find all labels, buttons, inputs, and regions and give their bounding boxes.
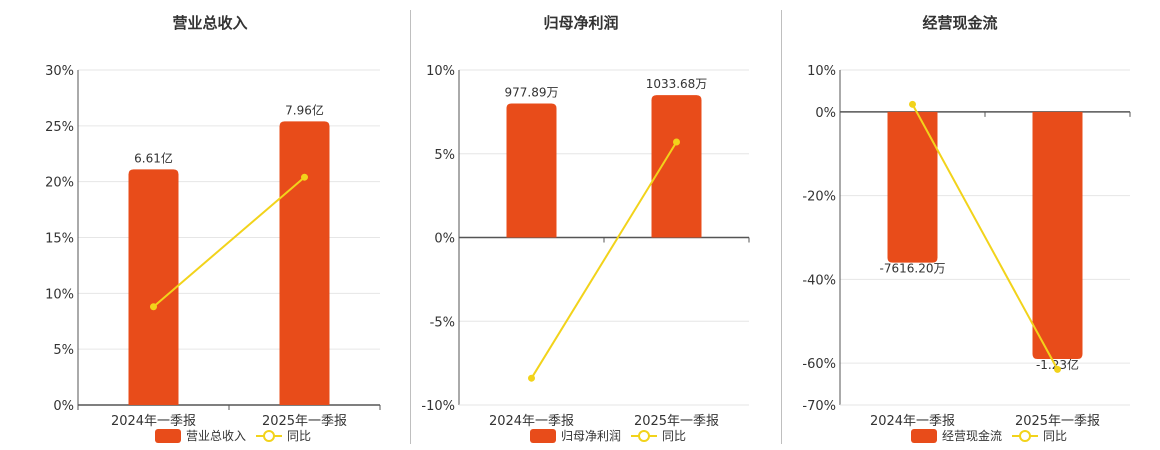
line-series (152, 176, 306, 308)
line-point (528, 374, 535, 382)
y-tick-label: 0% (815, 106, 836, 121)
line-series (530, 141, 678, 379)
legend-swatch-marker (263, 430, 275, 442)
bar-data-label: -1.23亿 (1036, 357, 1079, 372)
y-tick-label: 20% (45, 176, 74, 191)
bar (1032, 111, 1083, 359)
chart-panel-net-profit: 归母净利润 -10% -5% 0% 5% 10% 2024年一季报 2025年一季报 977.8… (411, 0, 781, 450)
y-tick-label: -70% (802, 399, 836, 414)
chart-revenue: 营业总收入 0% 5% 10% 15% 20% 25% 30% 2024年一季报 2025年一季报… (45, 14, 381, 443)
legend-label: 营业总收入 (186, 429, 246, 443)
bar-data-label: -7616.20万 (880, 262, 946, 276)
y-tick-label: 5% (434, 148, 455, 163)
y-tick-label: -40% (802, 273, 836, 288)
legend-swatch-marker (638, 430, 650, 442)
chart-title: 归母净利润 (543, 14, 618, 32)
bar-data-label: 7.96亿 (285, 102, 324, 117)
legend-swatch-bar (530, 429, 556, 443)
panel-divider (410, 10, 411, 444)
bar (887, 111, 938, 263)
bar-data-label: 1033.68万 (646, 77, 708, 91)
chart-title: 营业总收入 (172, 14, 247, 32)
line-point (1054, 365, 1061, 373)
line-point (673, 138, 680, 146)
x-tick-label: 2025年一季报 (1015, 414, 1100, 429)
line-point (301, 173, 308, 181)
y-tick-label: 25% (45, 120, 74, 135)
x-tick-label: 2025年一季报 (262, 414, 347, 429)
y-tick-label: -5% (430, 315, 455, 330)
chart-net-profit: 归母净利润 -10% -5% 0% 5% 10% 2024年一季报 2025年一季报 977.8… (421, 14, 750, 443)
y-tick-label: -60% (802, 357, 836, 372)
bar (651, 95, 702, 238)
panel-divider (781, 10, 782, 444)
y-tick-label: 5% (53, 343, 74, 358)
x-tick-label: 2024年一季报 (489, 414, 574, 429)
legend-label: 同比 (1043, 429, 1067, 443)
chart-title: 经营现金流 (922, 14, 997, 32)
legend-swatch-marker (1019, 430, 1031, 442)
y-tick-label: 10% (426, 64, 455, 79)
y-tick-label: 0% (434, 232, 455, 247)
legend-label: 归母净利润 (561, 429, 621, 443)
legend-swatch-bar (911, 429, 937, 443)
bar (128, 169, 179, 405)
legend-swatch-bar (155, 429, 181, 443)
legend-label: 同比 (287, 429, 311, 443)
x-tick-label: 2024年一季报 (870, 414, 955, 429)
y-tick-label: 15% (45, 232, 74, 247)
bar (279, 121, 330, 405)
y-tick-label: 10% (807, 64, 836, 79)
chart-panel-cash-flow: 经营现金流 -70% -60% -40% -20% 0% 10% 2024年一季报 2025年一… (782, 0, 1160, 450)
chart-cash-flow: 经营现金流 -70% -60% -40% -20% 0% 10% 2024年一季报 2025年一… (802, 14, 1131, 443)
y-tick-label: -20% (802, 190, 836, 205)
y-tick-label: 0% (53, 399, 74, 414)
bar-data-label: 6.61亿 (134, 150, 173, 165)
line-series (911, 103, 1059, 370)
y-tick-label: -10% (421, 399, 455, 414)
line-point (150, 303, 157, 311)
legend-label: 同比 (662, 429, 686, 443)
legend-label: 经营现金流 (942, 428, 1002, 443)
bar (506, 103, 557, 238)
x-tick-label: 2025年一季报 (634, 414, 719, 429)
y-tick-label: 10% (45, 287, 74, 302)
y-tick-label: 30% (45, 64, 74, 79)
line-point (909, 100, 916, 108)
chart-panel-revenue: 营业总收入 0% 5% 10% 15% 20% 25% 30% 2024年一季报 2025年一季报… (0, 0, 410, 450)
x-tick-label: 2024年一季报 (111, 414, 196, 429)
bar-data-label: 977.89万 (505, 86, 559, 100)
